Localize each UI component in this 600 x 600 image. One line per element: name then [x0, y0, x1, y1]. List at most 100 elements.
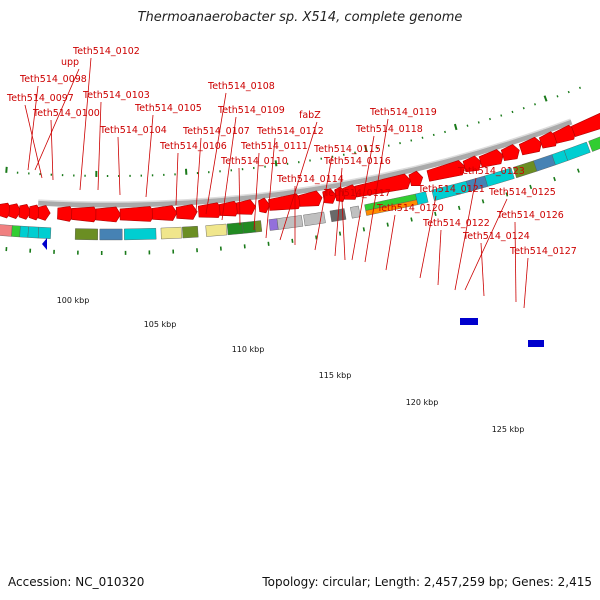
- gene-leader-line: [27, 85, 39, 171]
- gene-leader-line: [221, 116, 237, 221]
- gene-leader-line: [385, 214, 396, 271]
- accession-label: Accession: NC_010320: [8, 575, 145, 589]
- cds-arrow: [354, 173, 412, 198]
- cds-arrow: [518, 136, 542, 156]
- gene-label: Teth514_0121: [417, 184, 485, 195]
- track-tick: [481, 199, 485, 204]
- cog-block: [350, 205, 361, 219]
- cds-arrow: [298, 190, 323, 207]
- scale-tick: [511, 110, 514, 114]
- gene-leader-line: [97, 101, 102, 191]
- gene-label: Teth514_0100: [32, 108, 100, 119]
- scale-tick: [567, 90, 570, 94]
- cog-block: [37, 226, 52, 239]
- cds-arrow: [258, 197, 271, 214]
- genome-backbone-highlight: [38, 118, 571, 203]
- origin-marker: [42, 238, 47, 250]
- gene-label: Teth514_0106: [159, 141, 227, 152]
- gene-label: Teth514_0105: [134, 103, 202, 114]
- gene-label: Teth514_0103: [82, 90, 150, 101]
- cog-block: [27, 226, 39, 239]
- gene-leader-line: [437, 229, 442, 286]
- gene-leader-line: [419, 195, 437, 279]
- scale-tick: [453, 123, 458, 131]
- gene-label: Teth514_0102: [72, 46, 140, 57]
- gene-label: Teth514_0119: [369, 107, 437, 118]
- cog-block: [226, 222, 244, 236]
- gene-leader-line: [364, 118, 389, 263]
- cds-arrow: [236, 199, 256, 215]
- gene-label: Teth514_0098: [19, 74, 87, 85]
- cds-arrow: [175, 204, 198, 220]
- gene-leader-line: [205, 92, 227, 215]
- gene-leader-line: [464, 198, 508, 291]
- gene-label: Teth514_0104: [99, 125, 167, 136]
- gene-label: Teth514_0118: [355, 124, 423, 135]
- scale-tick: [522, 107, 525, 110]
- cds-arrow: [462, 155, 482, 173]
- gene-leader-line: [195, 137, 202, 213]
- scale-tick: [274, 160, 278, 167]
- gene-label: Teth514_0123: [457, 166, 525, 177]
- gene-leader-line: [314, 155, 333, 251]
- scale-tick: [466, 124, 469, 127]
- track-tick: [434, 211, 437, 217]
- scale-tick: [534, 103, 536, 106]
- scale-label: 100 kbp: [57, 296, 90, 305]
- cds-arrow: [71, 206, 99, 223]
- cds-arrow: [426, 160, 466, 182]
- cds-arrow: [571, 112, 600, 138]
- cog-block: [182, 225, 199, 239]
- track-tick: [457, 205, 461, 210]
- gene-label: Teth514_0109: [217, 105, 285, 116]
- scale-label: 120 kbp: [406, 398, 439, 407]
- cog-block: [242, 221, 256, 234]
- gene-leader-line: [34, 68, 80, 171]
- gene-leader-line: [523, 257, 529, 309]
- gene-leader-line: [79, 57, 92, 191]
- scale-label: 115 kbp: [319, 371, 352, 380]
- cog-block: [528, 340, 544, 347]
- cog-block: [563, 141, 591, 161]
- cog-block: [268, 218, 279, 231]
- gene-label: Teth514_0125: [488, 187, 556, 198]
- track-tick: [553, 176, 556, 182]
- cds-arrow: [8, 203, 22, 220]
- cog-block: [484, 167, 515, 187]
- gene-leader-line: [454, 177, 477, 291]
- scale-label: 105 kbp: [144, 320, 177, 329]
- gene-leader-line: [351, 135, 375, 261]
- track-tick: [410, 217, 413, 222]
- cog-block: [533, 154, 556, 172]
- gene-label: Teth514_0122: [422, 218, 490, 229]
- gene-label: Teth514_0127: [509, 246, 577, 257]
- track-tick: [315, 235, 318, 240]
- gene-label: Teth514_0126: [496, 210, 564, 221]
- scale-tick: [543, 95, 548, 102]
- gene-leader-line: [480, 242, 485, 297]
- gene-label: Teth514_0097: [6, 93, 74, 104]
- gene-leader-line: [238, 167, 241, 226]
- gene-label: fabZ: [299, 110, 321, 121]
- cds-arrow: [478, 149, 504, 168]
- scale-tick: [500, 114, 503, 117]
- track-tick: [505, 192, 509, 197]
- track-tick: [576, 168, 580, 173]
- gene-leader-line: [265, 137, 276, 239]
- scale-tick: [364, 145, 368, 152]
- cog-block: [11, 225, 21, 238]
- scale-tick: [578, 86, 581, 89]
- cds-arrow: [197, 202, 223, 218]
- cds-arrow: [322, 188, 337, 204]
- track-tick: [386, 222, 389, 227]
- cds-arrow: [119, 206, 156, 222]
- cog-block: [415, 191, 429, 205]
- gene-leader-line: [50, 119, 54, 181]
- cds-arrow: [408, 170, 424, 187]
- gene-label: Teth514_0117: [323, 188, 391, 199]
- cds-arrow: [37, 205, 51, 221]
- gene-leader-line: [253, 152, 260, 231]
- cog-block: [74, 228, 98, 241]
- cds-arrow: [500, 144, 520, 161]
- gene-label: Teth514_0112: [256, 126, 324, 137]
